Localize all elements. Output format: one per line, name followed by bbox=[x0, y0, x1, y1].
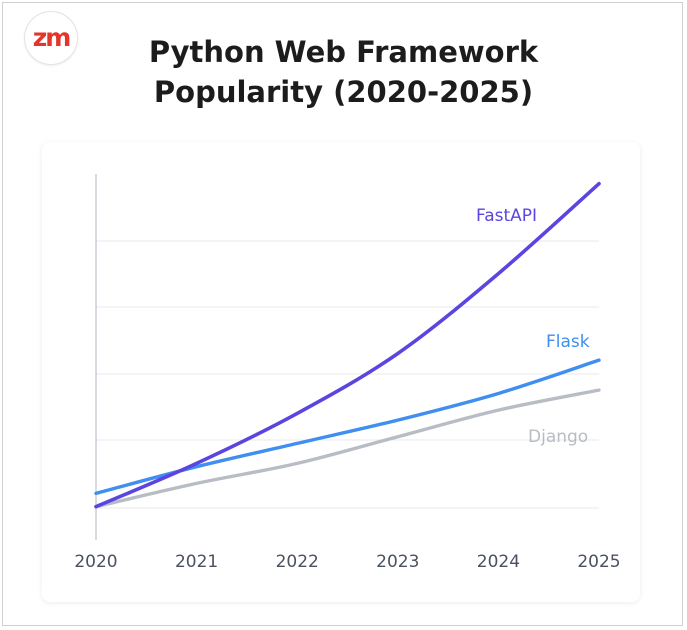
x-tick-label: 2020 bbox=[74, 552, 117, 572]
x-tick-label: 2025 bbox=[577, 552, 620, 572]
series-label-django: Django bbox=[528, 427, 588, 447]
series-label-fastapi: FastAPI bbox=[476, 206, 537, 226]
series-lines bbox=[94, 181, 601, 509]
x-tick-label: 2023 bbox=[376, 552, 419, 572]
x-tick-label: 2024 bbox=[477, 552, 520, 572]
chart-card bbox=[42, 142, 640, 602]
x-tick-labels: 2020 2021 2022 2023 2024 2025 bbox=[74, 552, 620, 572]
brand-logo: zm bbox=[25, 12, 77, 64]
series-label-flask: Flask bbox=[546, 332, 590, 352]
grid-lines bbox=[96, 240, 599, 509]
x-tick-label: 2022 bbox=[276, 552, 319, 572]
chart-title-line-1: Python Web Framework bbox=[148, 35, 539, 69]
chart-title-line-2: Popularity (2020-2025) bbox=[153, 75, 534, 109]
x-tick-label: 2021 bbox=[175, 552, 218, 572]
series-labels: Django Flask FastAPI bbox=[476, 206, 590, 447]
logo-text: zm bbox=[32, 22, 72, 52]
series-line-fastapi bbox=[94, 181, 601, 509]
series-line-django bbox=[94, 388, 601, 509]
